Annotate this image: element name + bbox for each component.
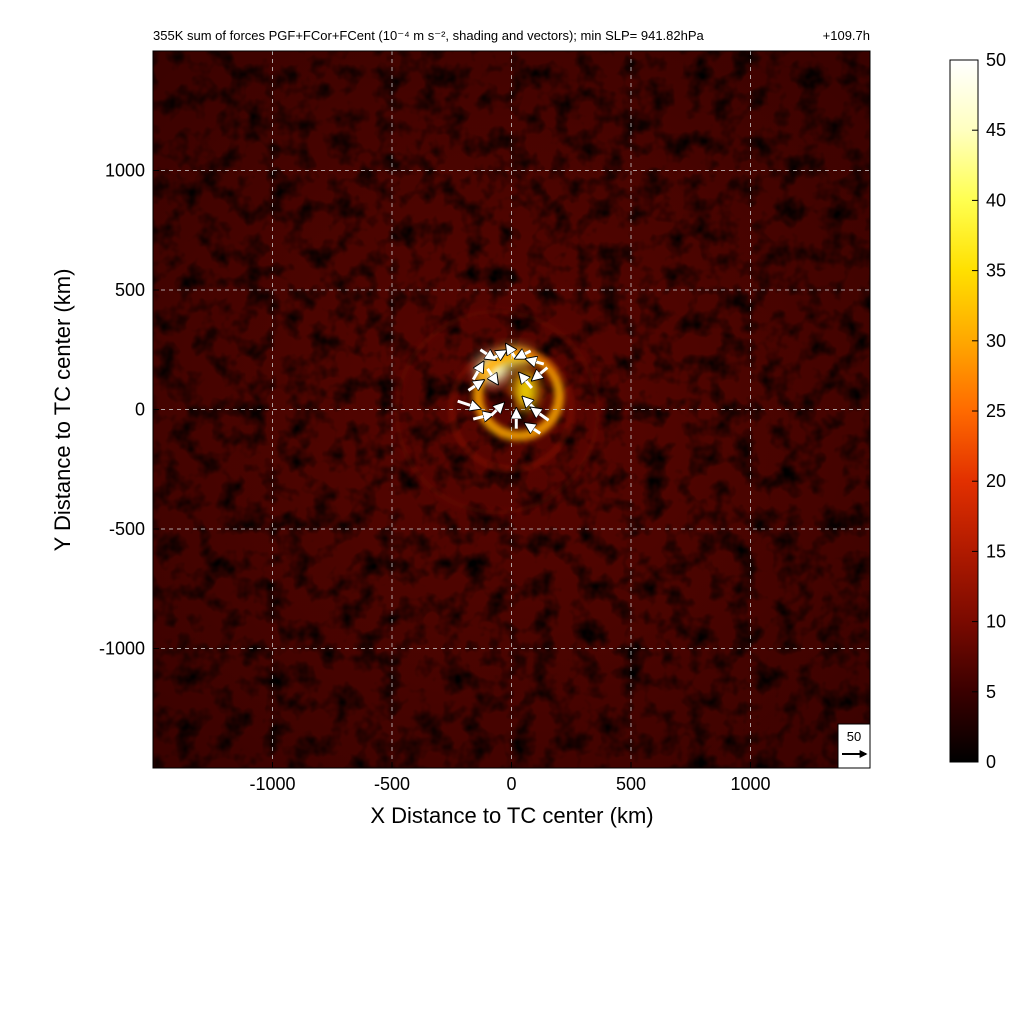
y-tick-label: 1000 bbox=[105, 161, 145, 181]
reference-vector-key: 50 bbox=[837, 723, 871, 769]
x-tick-label: 0 bbox=[506, 774, 516, 794]
force-vector bbox=[532, 408, 550, 422]
y-tick-label: 500 bbox=[115, 280, 145, 300]
reference-vector-label: 50 bbox=[847, 729, 861, 744]
colorbar-tick-label: 25 bbox=[986, 401, 1006, 421]
colorbar: 0 5 10 15 20 25 30 35 40 45 50 bbox=[949, 50, 1006, 772]
x-axis-label: X Distance to TC center (km) bbox=[370, 803, 653, 828]
forecast-time: +109.7h bbox=[823, 28, 870, 43]
force-vector bbox=[490, 404, 503, 417]
y-tick-label: -500 bbox=[109, 519, 145, 539]
force-vector bbox=[467, 381, 482, 392]
force-vector bbox=[471, 363, 483, 381]
x-tick-label: 500 bbox=[616, 774, 646, 794]
colorbar-tick-label: 45 bbox=[986, 120, 1006, 140]
force-vector bbox=[457, 401, 480, 408]
force-vector bbox=[492, 351, 506, 358]
x-tick-label: -500 bbox=[374, 774, 410, 794]
colorbar-tick-label: 10 bbox=[986, 612, 1006, 632]
y-axis-ticks: -1000 -500 0 500 1000 bbox=[99, 161, 159, 659]
x-tick-label: 1000 bbox=[730, 774, 770, 794]
force-vector bbox=[533, 366, 549, 380]
force-vector bbox=[520, 374, 533, 389]
colorbar-tick-label: 15 bbox=[986, 541, 1006, 561]
y-tick-label: -1000 bbox=[99, 639, 145, 659]
spiral-band-feature bbox=[394, 309, 601, 515]
force-vector bbox=[472, 414, 492, 419]
colorbar-tick-label: 0 bbox=[986, 752, 996, 772]
colorbar-tick-label: 50 bbox=[986, 50, 1006, 70]
x-tick-label: -1000 bbox=[249, 774, 295, 794]
y-axis-label: Y Distance to TC center (km) bbox=[50, 269, 75, 552]
colorbar-tick-label: 40 bbox=[986, 190, 1006, 210]
force-vector bbox=[486, 368, 498, 383]
y-tick-label: 0 bbox=[135, 400, 145, 420]
colorbar-tick-label: 20 bbox=[986, 471, 1006, 491]
colorbar-ticks: 0 5 10 15 20 25 30 35 40 45 50 bbox=[972, 50, 1006, 772]
force-vectors bbox=[457, 345, 550, 435]
chart-title: 355K sum of forces PGF+FCor+FCent (10⁻⁴ … bbox=[153, 28, 705, 43]
force-vector bbox=[527, 359, 545, 364]
force-vector bbox=[526, 424, 542, 435]
colorbar-tick-label: 35 bbox=[986, 261, 1006, 281]
x-axis-ticks: -1000 -500 0 500 1000 bbox=[249, 762, 771, 794]
colorbar-tick-label: 30 bbox=[986, 331, 1006, 351]
reference-vector-box bbox=[837, 723, 871, 769]
force-vector bbox=[516, 351, 532, 358]
colorbar-tick-label: 5 bbox=[986, 682, 996, 702]
force-vector bbox=[479, 348, 494, 360]
